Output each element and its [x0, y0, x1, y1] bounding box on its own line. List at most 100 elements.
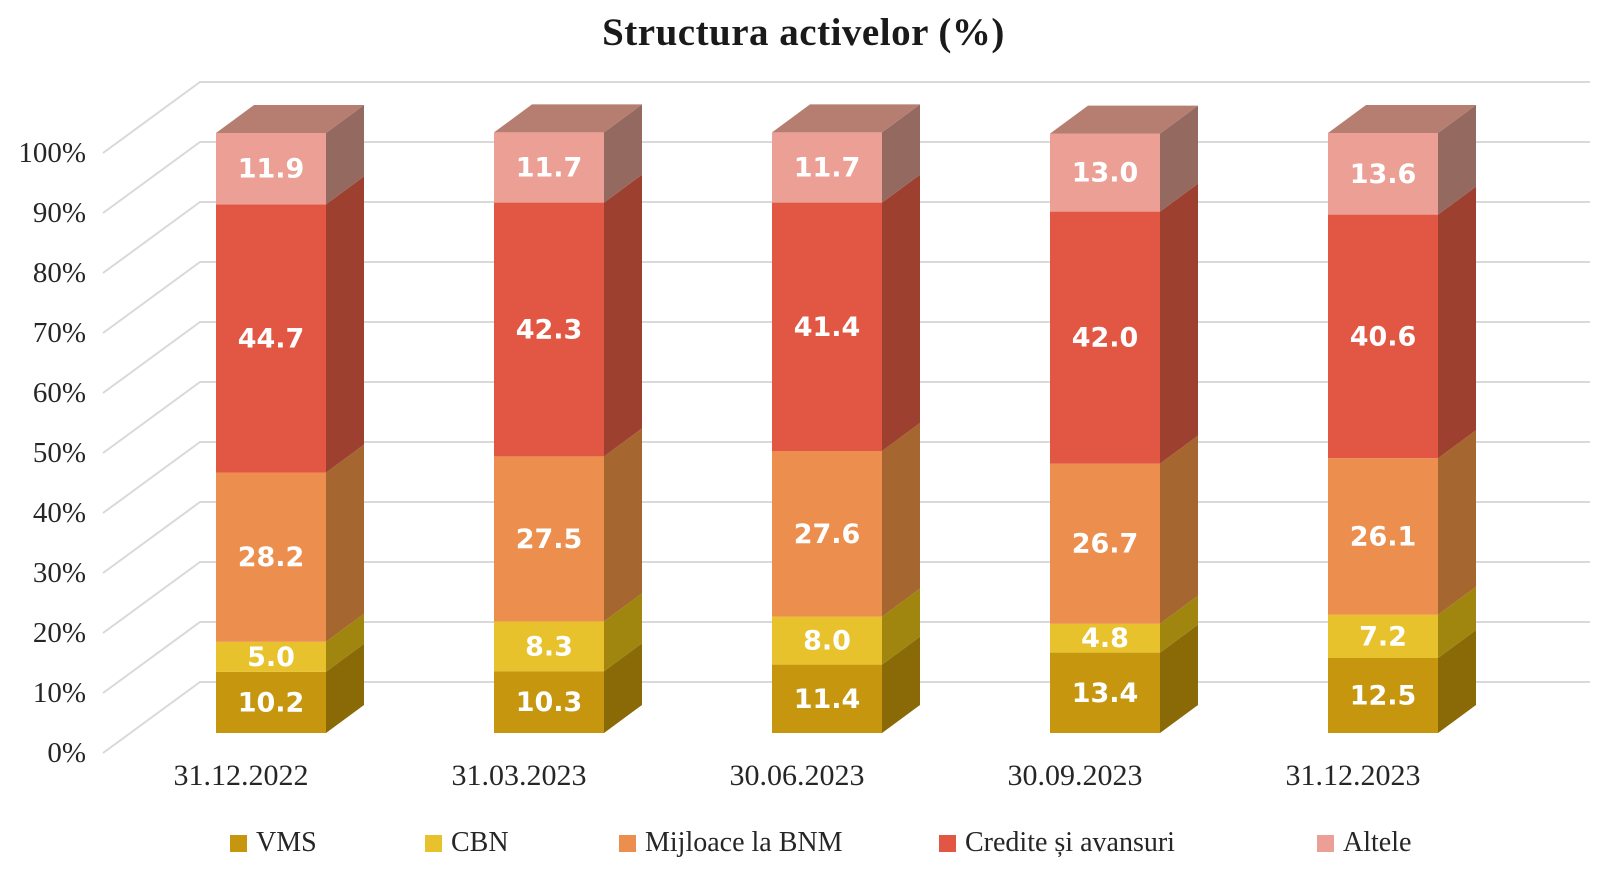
bar-segment-front	[1050, 211, 1160, 464]
bar-value-label: 26.7	[1072, 529, 1139, 560]
bar-segment-side	[604, 174, 642, 457]
y-tick-label: 60%	[32, 377, 86, 409]
legend-swatch	[619, 834, 636, 852]
legend-swatch	[230, 834, 247, 852]
bar-value-label: 5.0	[247, 642, 295, 673]
legend-item: Credite și avansuri	[939, 826, 1175, 860]
y-tick-label: 40%	[32, 497, 86, 529]
legend-item: Altele	[1317, 826, 1411, 860]
bar-segment-side	[326, 613, 364, 672]
bar-segment-side	[1438, 186, 1476, 459]
bar-value-label: 8.3	[525, 631, 573, 662]
bar-segment-side	[1160, 595, 1198, 653]
bar-segment-side	[1160, 183, 1198, 464]
bar-segment-front	[772, 451, 882, 617]
legend-label: Credite și avansuri	[965, 827, 1175, 858]
bar-segment-front	[1328, 614, 1438, 658]
bar-segment-front	[494, 621, 604, 672]
bar-segment-front	[1050, 623, 1160, 653]
bar-top-face	[772, 104, 920, 133]
bar-value-label: 42.3	[516, 315, 583, 346]
bar-value-label: 42.0	[1072, 323, 1139, 354]
bar-value-label: 40.6	[1350, 321, 1417, 352]
bar-value-label: 26.1	[1350, 522, 1417, 553]
legend-label: VMS	[256, 827, 317, 858]
bar-segment-side	[1438, 630, 1476, 733]
bar-segment-side	[326, 105, 364, 205]
bar-value-label: 11.7	[516, 153, 583, 184]
bar-segment-front	[494, 132, 604, 203]
bar-segment-front	[494, 671, 604, 733]
bar-segment-front	[494, 202, 604, 457]
y-tick-label: 80%	[32, 257, 86, 289]
legend-label: Mijloace la BNM	[645, 827, 843, 858]
bar-segment-side	[882, 104, 920, 203]
bar-segment-side	[1160, 435, 1198, 624]
bar-segment-front	[216, 133, 326, 205]
legend-label: Altele	[1343, 827, 1412, 858]
bar-segment-side	[882, 588, 920, 665]
bar-segment-front	[772, 202, 882, 451]
bar-segment-front	[1328, 214, 1438, 459]
y-tick-label: 70%	[32, 317, 86, 349]
y-tick-label: 20%	[32, 617, 86, 649]
bar-value-label: 11.9	[238, 154, 305, 185]
bar-segment-front	[216, 472, 326, 642]
category-label: 31.12.2023	[1285, 759, 1421, 792]
legend-item: VMS	[230, 826, 317, 860]
y-tick-label: 0%	[47, 737, 86, 769]
bar-value-label: 11.4	[794, 684, 861, 715]
bar-segment-side	[604, 428, 642, 622]
y-tick-label: 30%	[32, 557, 86, 589]
bar-value-label: 13.6	[1350, 159, 1417, 190]
bar-value-label: 4.8	[1081, 623, 1129, 654]
bar-value-label: 13.4	[1072, 678, 1139, 709]
category-label: 30.06.2023	[729, 759, 865, 792]
bar-segment-side	[882, 636, 920, 733]
bar-top-face	[216, 105, 364, 133]
bar-segment-side	[604, 643, 642, 733]
y-tick-label: 100%	[18, 137, 86, 169]
bar-segment-side	[1438, 105, 1476, 215]
category-label: 31.12.2022	[173, 759, 309, 792]
bar-segment-side	[1160, 624, 1198, 733]
category-label: 30.09.2023	[1007, 759, 1143, 792]
bar-segment-front	[216, 204, 326, 473]
y-tick-label: 90%	[32, 197, 86, 229]
legend-item: CBN	[425, 826, 509, 860]
bar-value-label: 8.0	[803, 626, 851, 657]
bar-top-face	[1328, 105, 1476, 133]
bar-segment-front	[216, 671, 326, 733]
bar-top-face	[494, 104, 642, 133]
bar-value-label: 12.5	[1350, 681, 1417, 712]
bar-value-label: 10.2	[238, 687, 305, 718]
bar-segment-side	[604, 593, 642, 672]
bar-segment-side	[326, 176, 364, 473]
bar-segment-side	[882, 423, 920, 617]
bar-value-label: 10.3	[516, 687, 583, 718]
bar-value-label: 41.4	[794, 312, 861, 343]
chart-title: Structura activelor (%)	[602, 11, 1005, 54]
bar-segment-side	[1438, 586, 1476, 658]
bar-segment-front	[1328, 458, 1438, 615]
bar-segment-front	[216, 641, 326, 672]
bar-value-label: 28.2	[238, 542, 305, 573]
gridline	[102, 81, 1590, 154]
y-tick-label: 50%	[32, 437, 86, 469]
legend-swatch	[939, 834, 956, 852]
bar-segment-front	[1328, 658, 1438, 733]
bar-value-label: 13.0	[1072, 158, 1139, 189]
legend-swatch	[1317, 834, 1334, 852]
bar-segment-front	[772, 664, 882, 733]
legend-item: Mijloace la BNM	[619, 826, 843, 860]
bar-segment-front	[494, 456, 604, 622]
bar-top-face	[1050, 105, 1198, 134]
bar-value-label: 7.2	[1359, 621, 1407, 652]
bar-segment-front	[1050, 463, 1160, 624]
bar-value-label: 27.6	[794, 519, 861, 550]
category-label: 31.03.2023	[451, 759, 587, 792]
bar-segment-side	[1438, 430, 1476, 615]
bar-segment-side	[604, 104, 642, 203]
